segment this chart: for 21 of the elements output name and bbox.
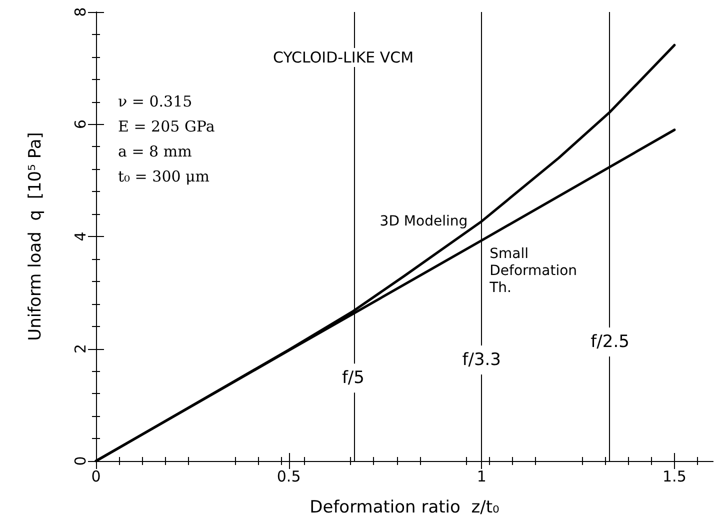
- y-axis-title: Uniform load q [10⁵ Pa]: [26, 132, 46, 341]
- annotation: CYCLOID-LIKE VCM: [273, 48, 414, 66]
- x-axis-title: Deformation ratio z/t₀: [310, 498, 500, 518]
- x-tick-label: 1: [476, 468, 486, 486]
- series-label: 3D Modeling: [380, 213, 468, 230]
- annotation: E = 205 GPa: [118, 118, 215, 136]
- annotation: ν = 0.315: [118, 92, 192, 110]
- series-label: Small Deformation Th.: [488, 246, 582, 296]
- ref-line-label: f/5: [342, 368, 364, 388]
- y-tick-label: 0: [72, 456, 90, 466]
- annotation: a = 8 mm: [118, 142, 192, 160]
- ref-line-label: f/3.3: [462, 350, 501, 370]
- y-tick-label: 2: [72, 344, 90, 354]
- annotation: t₀ = 300 μm: [118, 168, 210, 186]
- y-tick-label: 8: [72, 7, 90, 17]
- x-tick-label: 0.5: [276, 468, 301, 486]
- x-tick-label: 0: [91, 468, 101, 486]
- y-tick-label: 4: [72, 232, 90, 242]
- y-tick-label: 6: [72, 119, 90, 130]
- ref-line-label: f/2.5: [590, 332, 630, 352]
- x-tick-label: 1.5: [662, 468, 686, 486]
